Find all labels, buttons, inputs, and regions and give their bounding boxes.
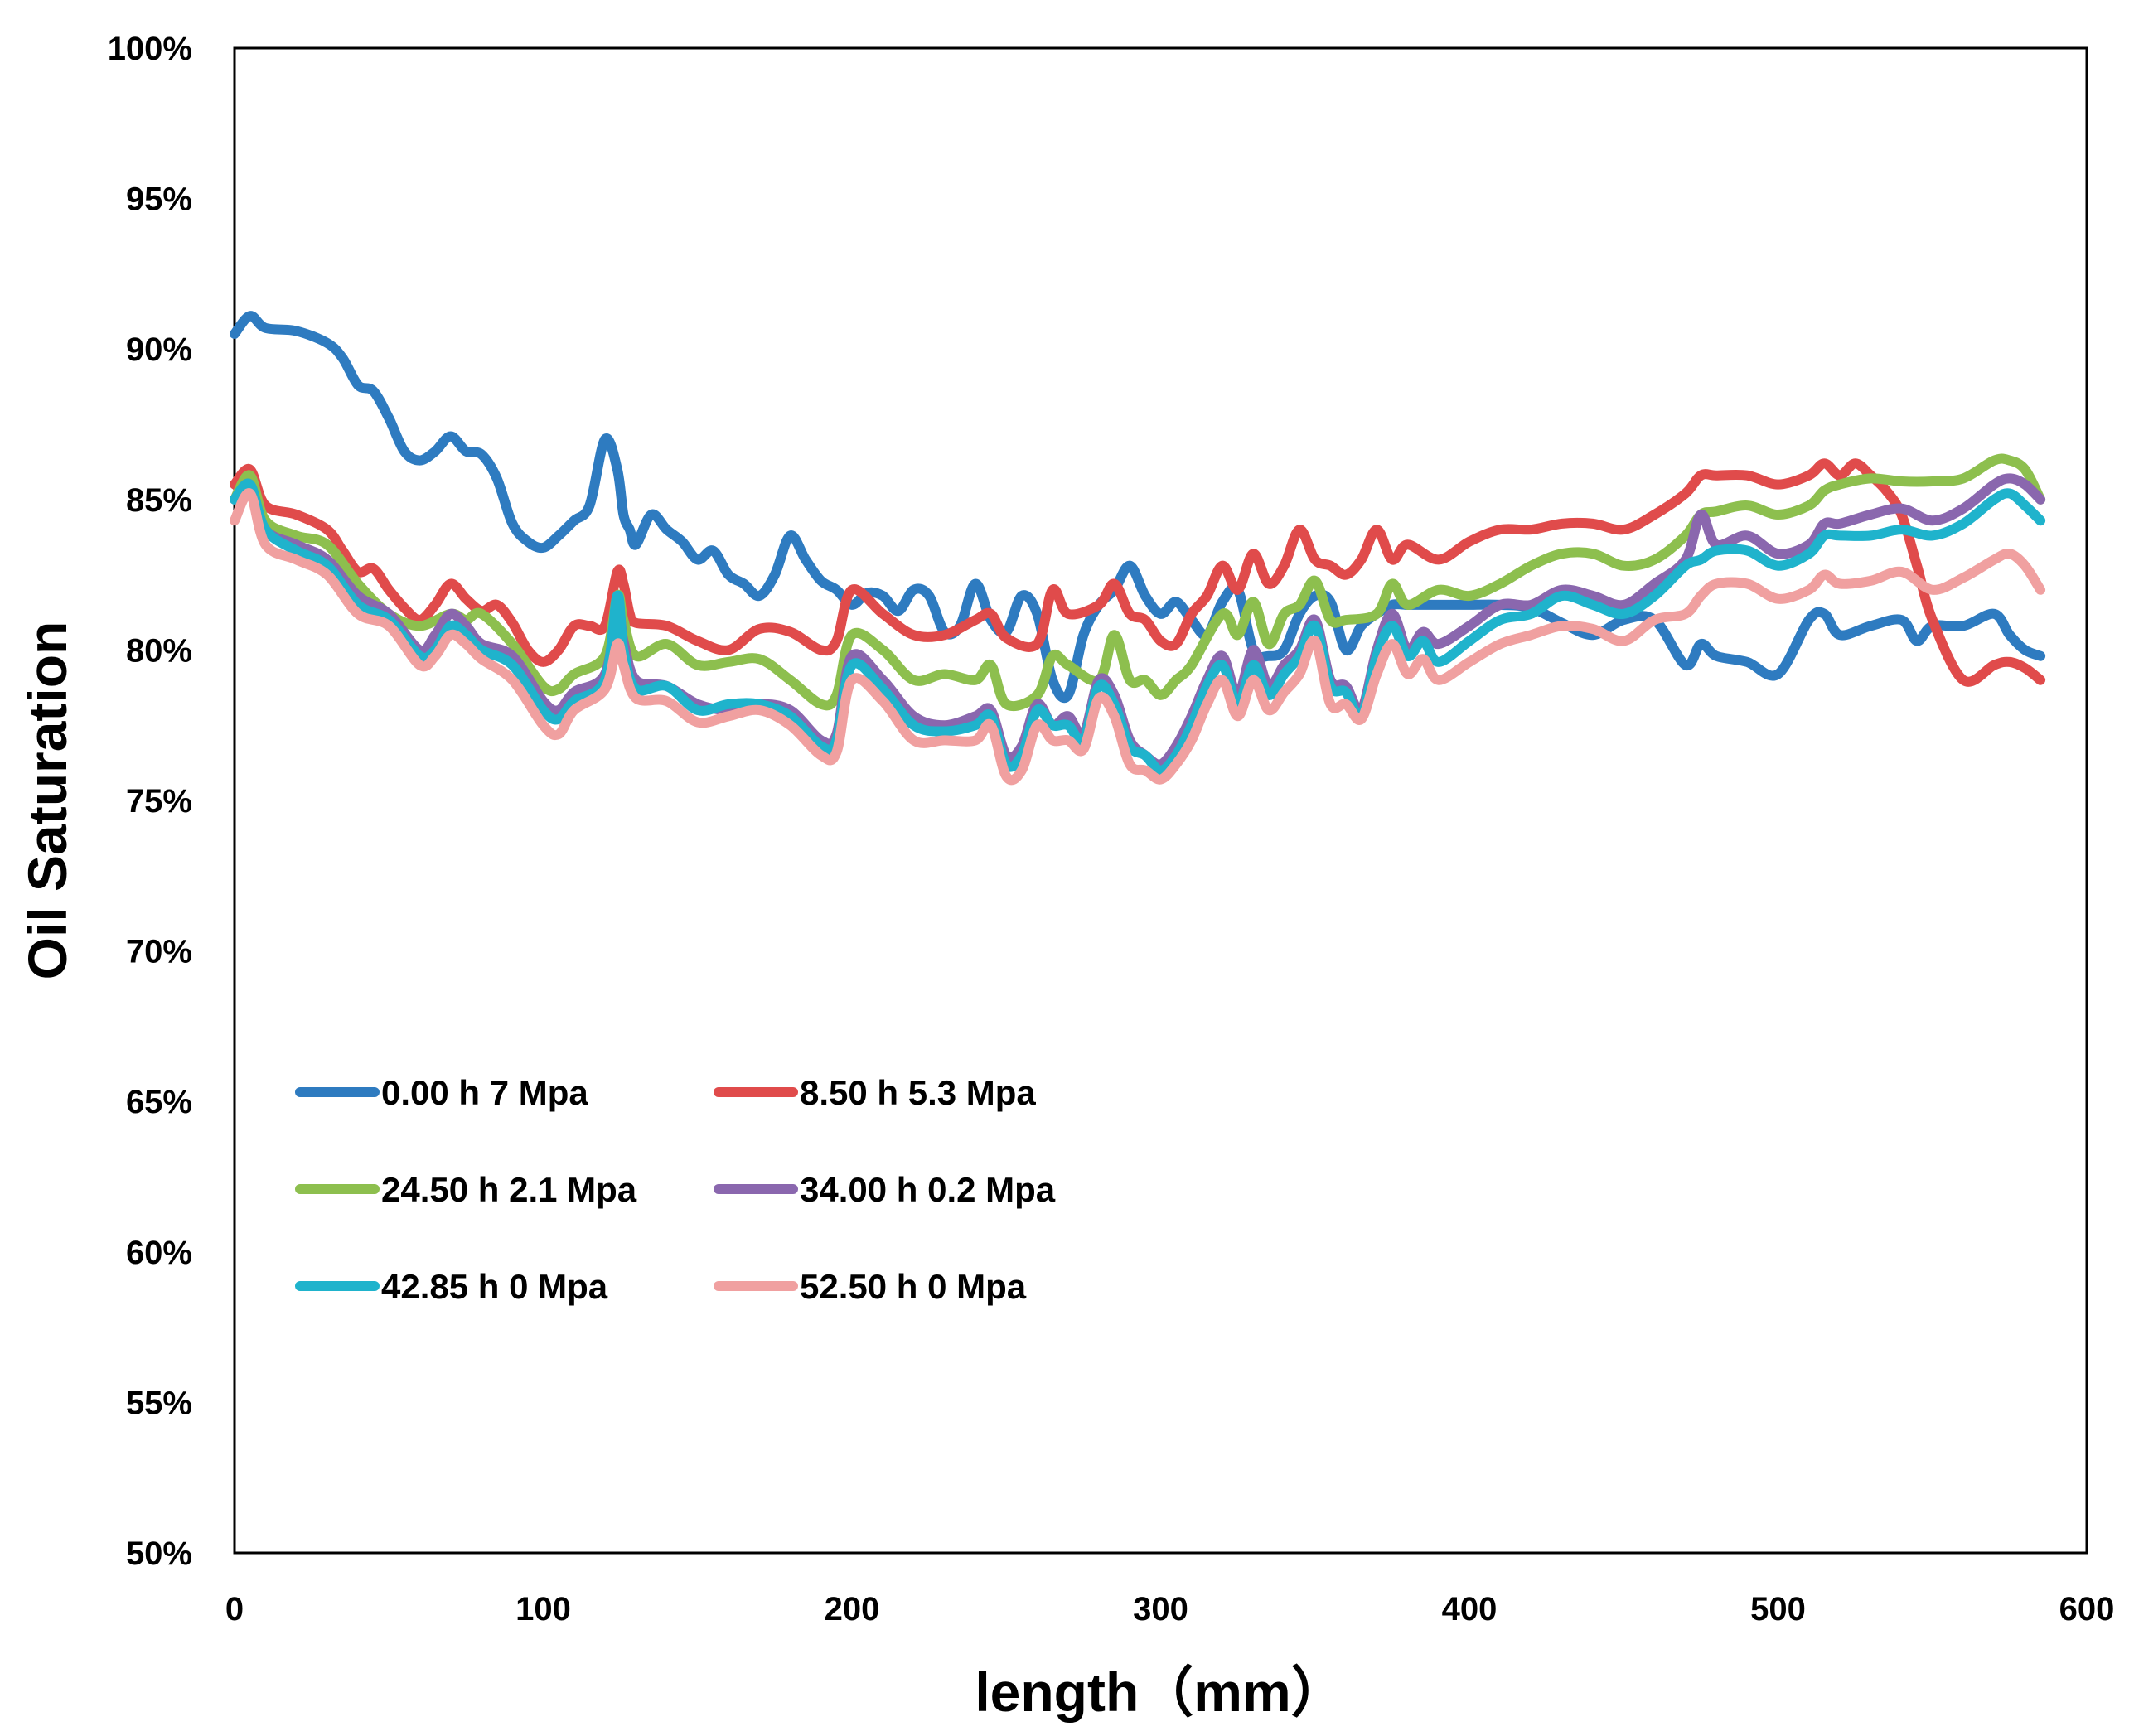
series-lines (230, 311, 2046, 786)
y-axis-ticks: 50% 55% 60% 65% 70% 75% 80% 85% 90% 95% 100% (108, 31, 192, 1572)
y-tick-label: 75% (126, 783, 192, 820)
y-axis-title: Oil Saturation (17, 621, 78, 980)
series-line-5 (230, 478, 2046, 776)
x-tick-label: 500 (1750, 1591, 1806, 1627)
legend-label-6: 52.50 h 0 Mpa (800, 1267, 1027, 1306)
y-tick-label: 85% (126, 482, 192, 519)
y-tick-label: 50% (126, 1535, 192, 1572)
y-tick-label: 95% (126, 181, 192, 218)
series-line-3 (230, 453, 2046, 711)
x-tick-label: 0 (225, 1591, 244, 1627)
series-line-2 (230, 458, 2046, 687)
y-tick-label: 70% (126, 934, 192, 970)
y-tick-label: 80% (126, 632, 192, 669)
legend-label-4: 34.00 h 0.2 Mpa (800, 1170, 1056, 1209)
legend-label-5: 42.85 h 0 Mpa (381, 1267, 608, 1306)
legend: 0.00 h 7 Mpa 8.50 h 5.3 Mpa 24.50 h 2.1 Mp… (295, 1073, 1056, 1306)
x-tick-label: 200 (825, 1591, 880, 1627)
y-tick-label: 65% (126, 1084, 192, 1120)
x-axis-ticks: 0 100 200 300 400 500 600 (225, 1591, 2115, 1627)
x-tick-label: 400 (1442, 1591, 1498, 1627)
y-tick-label: 60% (126, 1235, 192, 1271)
x-axis-title: length（mm） (975, 1661, 1345, 1723)
x-tick-label: 600 (2059, 1591, 2115, 1627)
x-tick-label: 300 (1133, 1591, 1188, 1627)
legend-label-2: 8.50 h 5.3 Mpa (800, 1073, 1036, 1112)
legend-label-1: 0.00 h 7 Mpa (381, 1073, 588, 1112)
y-tick-label: 55% (126, 1385, 192, 1421)
x-tick-label: 100 (515, 1591, 571, 1627)
plot-area-frame (233, 46, 2088, 1555)
series-line-6 (230, 488, 2046, 786)
y-tick-label: 100% (108, 31, 192, 67)
legend-label-3: 24.50 h 2.1 Mpa (381, 1170, 637, 1209)
y-tick-label: 90% (126, 331, 192, 368)
